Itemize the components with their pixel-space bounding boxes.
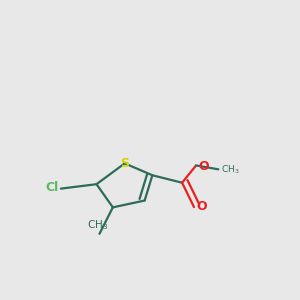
Text: S: S [120,157,129,170]
Text: Cl: Cl [45,181,58,194]
Text: CH$_3$: CH$_3$ [87,218,109,232]
Text: O: O [198,160,209,173]
Text: CH$_3$: CH$_3$ [221,163,239,176]
Text: O: O [196,200,207,213]
